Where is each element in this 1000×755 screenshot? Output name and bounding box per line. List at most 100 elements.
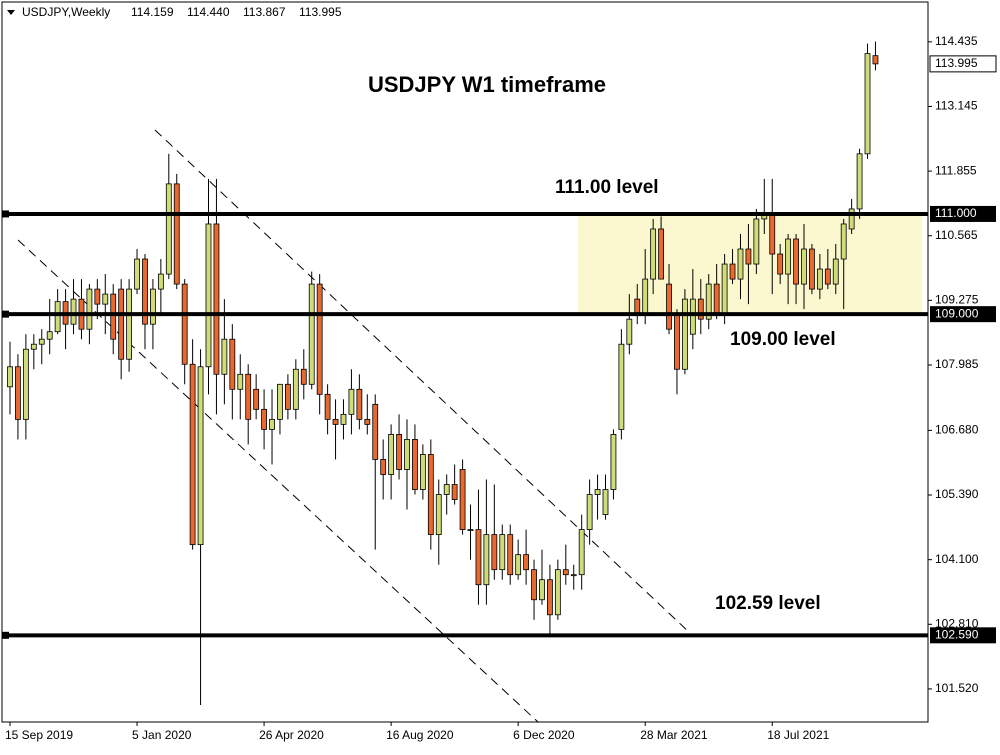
candle-body [213,223,220,375]
y-tick-label: 114.435 [935,34,978,48]
candle-body [22,348,29,420]
candle-body [70,298,77,325]
candle-body [721,263,728,315]
plot-frame [1,1,929,723]
candle-body [864,53,871,155]
x-tick-label: 28 Mar 2021 [640,728,708,742]
candle-body [515,554,522,576]
candle-body [626,318,633,345]
candle-body [507,534,514,576]
candle-body [197,366,204,546]
candle-body [261,408,267,430]
candle-body [848,208,855,230]
candle-body [872,55,879,65]
candle-body [753,218,760,265]
candle-body [745,248,752,265]
x-tick-label: 5 Jan 2020 [132,728,192,742]
candle-body [253,388,260,410]
level-anchor [2,210,9,218]
candle-body [150,288,156,325]
candle-body [523,554,529,571]
level-annotation: 111.00 level [555,177,659,198]
candle-body [840,223,847,260]
candle-body [824,268,831,285]
level-anchor [2,631,9,639]
candle-body [816,268,823,290]
candle-body [277,383,283,420]
candle-body [308,283,315,385]
candle-body [578,529,585,576]
x-tick-label: 6 Dec 2020 [513,728,575,742]
level-tag-label: 109.000 [935,306,979,320]
candle-body [737,248,744,280]
candle-body [292,368,299,410]
price-tag [929,55,997,73]
candle-body [856,153,863,210]
candle-body [658,228,664,280]
candle-body [459,469,466,530]
candle-body [451,484,458,500]
candle-body [173,183,180,285]
candle-body [793,238,799,285]
candle-body [380,459,387,475]
candle-body [634,298,641,315]
candle-body [340,413,347,425]
candle-body [388,434,395,475]
y-tick-label: 109.275 [935,293,979,307]
candle-body [499,534,506,571]
candle-body [642,278,649,315]
level-tag-label: 111.000 [935,206,977,220]
candle-body [30,343,37,350]
candle-body [570,574,577,577]
candle-body [86,288,93,330]
candle-body [602,489,609,515]
x-tick-label: 26 Apr 2020 [259,728,324,742]
candle-body [777,253,784,275]
y-tick-label: 101.520 [935,681,979,695]
candle-body [769,213,776,255]
candle-body [15,366,21,420]
candle-body [483,534,490,586]
candle-body [809,248,815,290]
candle-body [348,388,355,415]
candle-body [531,569,537,601]
candle-body [618,343,625,430]
candle-body [404,439,410,470]
candle-body [165,183,172,275]
candle-body [682,298,688,370]
candle-body [586,494,593,530]
y-tick-label: 104.100 [935,552,979,566]
y-tick-label: 110.565 [935,228,978,242]
level-annotation: 102.59 level [715,593,821,614]
ohlc-close: 113.995 [299,5,342,19]
candle-body [118,288,125,360]
channel-lower [17,239,539,723]
candle-body [181,283,188,365]
candle-body [284,383,291,410]
candle-body [594,489,601,495]
x-tick-label: 15 Sep 2019 [5,728,73,742]
level-tag [930,306,996,323]
candle-body [475,529,482,586]
candle-body [110,293,117,340]
candle-body [785,238,792,275]
candle-body [412,439,418,490]
candle-body [705,283,712,320]
ohlc-open: 114.159 [131,5,174,19]
y-tick-label: 111.855 [935,163,977,177]
candle-body [316,283,323,395]
candle-body [491,534,498,571]
candle-body [189,363,196,546]
candle-body [427,454,434,536]
y-tick-label: 107.985 [935,357,979,371]
candle-body [54,301,61,333]
x-tick-label: 18 Jul 2021 [767,728,829,742]
y-tick-label: 106.680 [935,423,979,437]
y-tick-label: 105.390 [935,487,979,501]
candle-body [157,273,164,290]
chart-title: USDJPY W1 timeframe [368,72,606,97]
menu-triangle [7,10,15,15]
